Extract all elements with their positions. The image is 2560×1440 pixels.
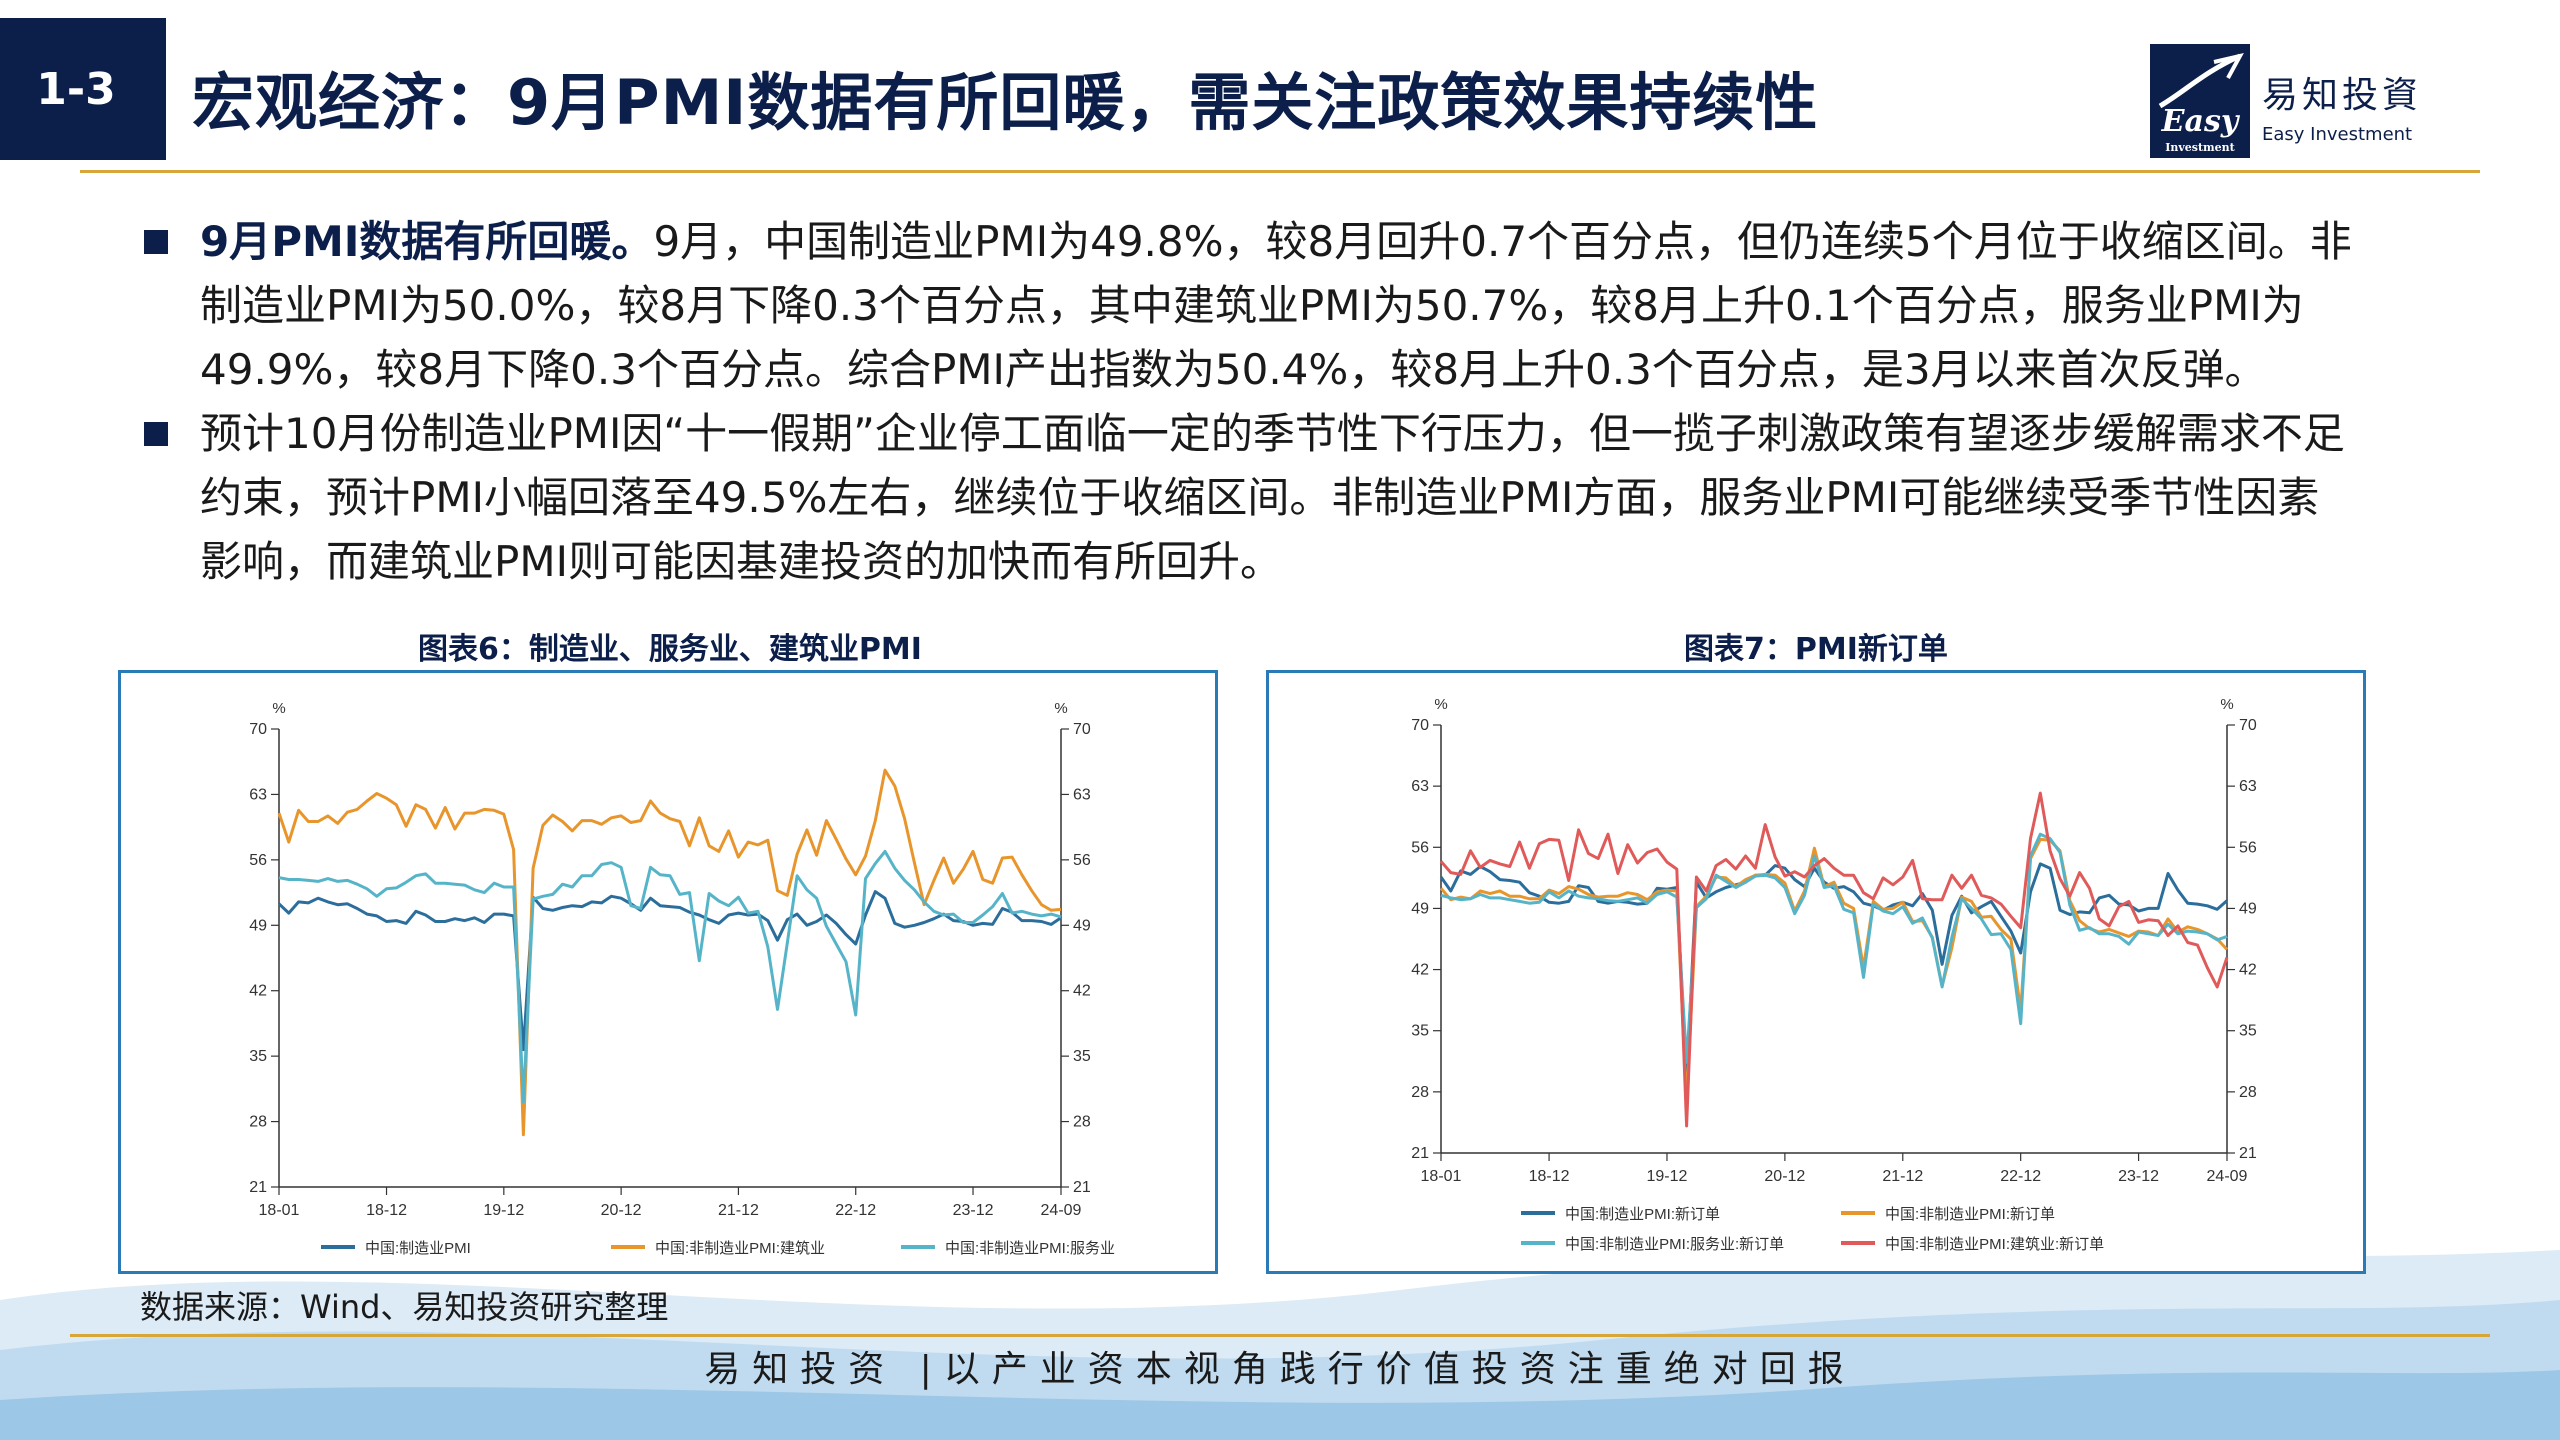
y-tick-label-left: 70 [249,721,267,738]
chart-7-svg: % % 21 21 28 28 35 35 42 42 49 49 56 56 63 63 70 70 18-01 1… [1411,696,2257,1253]
y-unit-left: % [1434,696,1447,713]
x-tick-label: 21-12 [1882,1168,1923,1185]
legend-label: 中国:非制造业PMI:服务业:新订单 [1565,1236,1784,1253]
bullet-square-icon [144,230,168,254]
slide-number-accent-bar [140,18,166,160]
y-tick-label-right: 56 [2239,839,2257,856]
x-tick-label: 18-12 [1529,1168,1570,1185]
x-tick-label: 19-12 [1647,1168,1688,1185]
x-tick-label: 20-12 [601,1202,642,1219]
logo-mark-subtext: Investment [2165,141,2235,154]
series-line-4 [1439,791,2229,1128]
x-tick-label: 18-12 [366,1202,407,1219]
y-tick-label-right: 63 [2239,778,2257,795]
x-tick-label: 24-09 [2207,1168,2248,1185]
x-tick-label: 21-12 [718,1202,759,1219]
y-tick-label-right: 70 [2239,717,2257,734]
bullet-square-icon [144,422,168,446]
footer-slogan: 易知投资 |以产业资本视角践行价值投资注重绝对回报 [704,1349,1856,1390]
x-tick-label: 19-12 [483,1202,524,1219]
y-tick-label-right: 49 [1073,917,1091,934]
y-tick-label-right: 35 [1073,1048,1091,1065]
x-tick-label: 23-12 [953,1202,994,1219]
bullet-body: 预计10月份制造业PMI因“十一假期”企业停工面临一定的季节性下行压力，但一揽子… [200,409,2345,586]
legend-label: 中国:非制造业PMI:新订单 [1885,1206,2055,1223]
x-tick-label: 23-12 [2118,1168,2159,1185]
y-tick-label-right: 42 [2239,962,2257,979]
logo-swoosh-icon [2158,53,2244,109]
y-unit-right: % [1054,700,1067,717]
company-logo: Easy Investment 易知投資 Easy Investment [2150,40,2440,162]
y-tick-label-right: 21 [1073,1179,1091,1196]
chart-7-frame: %% 21 21 28 28 35 35 42 42 49 49 56 56 63 63 70 70 18-01 1… [1266,670,2366,1274]
chart-6-frame: %% 21 21 28 28 35 35 42 42 49 49 56 56 63 63 70 70 18-01 1… [118,670,1218,1274]
slide-number: 1-3 [0,18,152,160]
bullet-lead: 9月PMI数据有所回暖。 [200,217,654,266]
y-tick-label-left: 49 [249,917,267,934]
y-tick-label-right: 70 [1073,721,1091,738]
x-tick-label: 20-12 [1764,1168,1805,1185]
chart-7-title: 图表7：PMI新订单 [1684,632,1948,667]
x-tick-label: 24-09 [1041,1202,1082,1219]
y-tick-label-right: 28 [1073,1114,1091,1131]
y-tick-label-right: 42 [1073,983,1091,1000]
page-title: 宏观经济：9月PMI数据有所回暖，需关注政策效果持续性 [192,66,1819,139]
x-tick-label: 22-12 [2000,1168,2041,1185]
logo-mark: Easy Investment [2150,44,2250,158]
y-tick-label-left: 70 [1411,717,1429,734]
x-tick-label: 22-12 [835,1202,876,1219]
legend-label: 中国:非制造业PMI:服务业 [945,1240,1115,1257]
legend-label: 中国:非制造业PMI:建筑业 [655,1240,825,1257]
y-tick-label-right: 35 [2239,1023,2257,1040]
chart-6-title: 图表6：制造业、服务业、建筑业PMI [418,632,922,667]
bullet-item: 9月PMI数据有所回暖。9月，中国制造业PMI为49.8%，较8月回升0.7个百… [140,210,2360,402]
series-line-2 [277,768,1062,1137]
y-tick-label-left: 28 [249,1114,267,1131]
y-tick-label-left: 28 [1411,1084,1429,1101]
y-tick-label-left: 56 [249,852,267,869]
y-unit-right: % [2220,696,2233,713]
series-line-3 [1440,832,2228,1064]
y-tick-label-left: 21 [249,1179,267,1196]
logo-mark-text: Easy [2161,104,2239,139]
y-tick-label-left: 35 [249,1048,267,1065]
series-line-3 [278,849,1062,1104]
x-tick-label: 18-01 [259,1202,300,1219]
y-tick-label-right: 28 [2239,1084,2257,1101]
bullet-item: 预计10月份制造业PMI因“十一假期”企业停工面临一定的季节性下行压力，但一揽子… [140,402,2360,594]
legend-label: 中国:制造业PMI:新订单 [1565,1206,1720,1223]
y-tick-label-right: 49 [2239,900,2257,917]
series-line-2 [1439,837,2229,1107]
bullet-body: 9月，中国制造业PMI为49.8%，较8月回升0.7个百分点，但仍连续5个月位于… [200,217,2352,394]
series-line-1 [277,890,1062,1052]
y-tick-label-left: 21 [1411,1145,1429,1162]
y-tick-label-left: 63 [249,786,267,803]
y-tick-label-left: 49 [1411,900,1429,917]
y-tick-label-left: 42 [1411,962,1429,979]
y-tick-label-right: 56 [1073,852,1091,869]
y-tick-label-right: 21 [2239,1145,2257,1162]
y-tick-label-left: 42 [249,983,267,1000]
header-divider [80,170,2480,173]
y-unit-left: % [272,700,285,717]
y-tick-label-right: 63 [1073,786,1091,803]
summary-bullets: 9月PMI数据有所回暖。9月，中国制造业PMI为49.8%，较8月回升0.7个百… [140,210,2360,594]
x-tick-label: 18-01 [1421,1168,1462,1185]
y-tick-label-left: 63 [1411,778,1429,795]
logo-english-name: Easy Investment [2262,124,2413,145]
chart-6-svg: % % 21 21 28 28 35 35 42 42 49 49 56 56 63 63 70 70 18-01 1… [249,700,1115,1257]
footer-divider [70,1334,2490,1337]
legend-label: 中国:制造业PMI [365,1240,471,1257]
y-tick-label-left: 56 [1411,839,1429,856]
logo-chinese-name: 易知投資 [2262,75,2423,116]
legend-label: 中国:非制造业PMI:建筑业:新订单 [1885,1236,2104,1253]
data-source-note: 数据来源：Wind、易知投资研究整理 [140,1288,669,1326]
y-tick-label-left: 35 [1411,1023,1429,1040]
